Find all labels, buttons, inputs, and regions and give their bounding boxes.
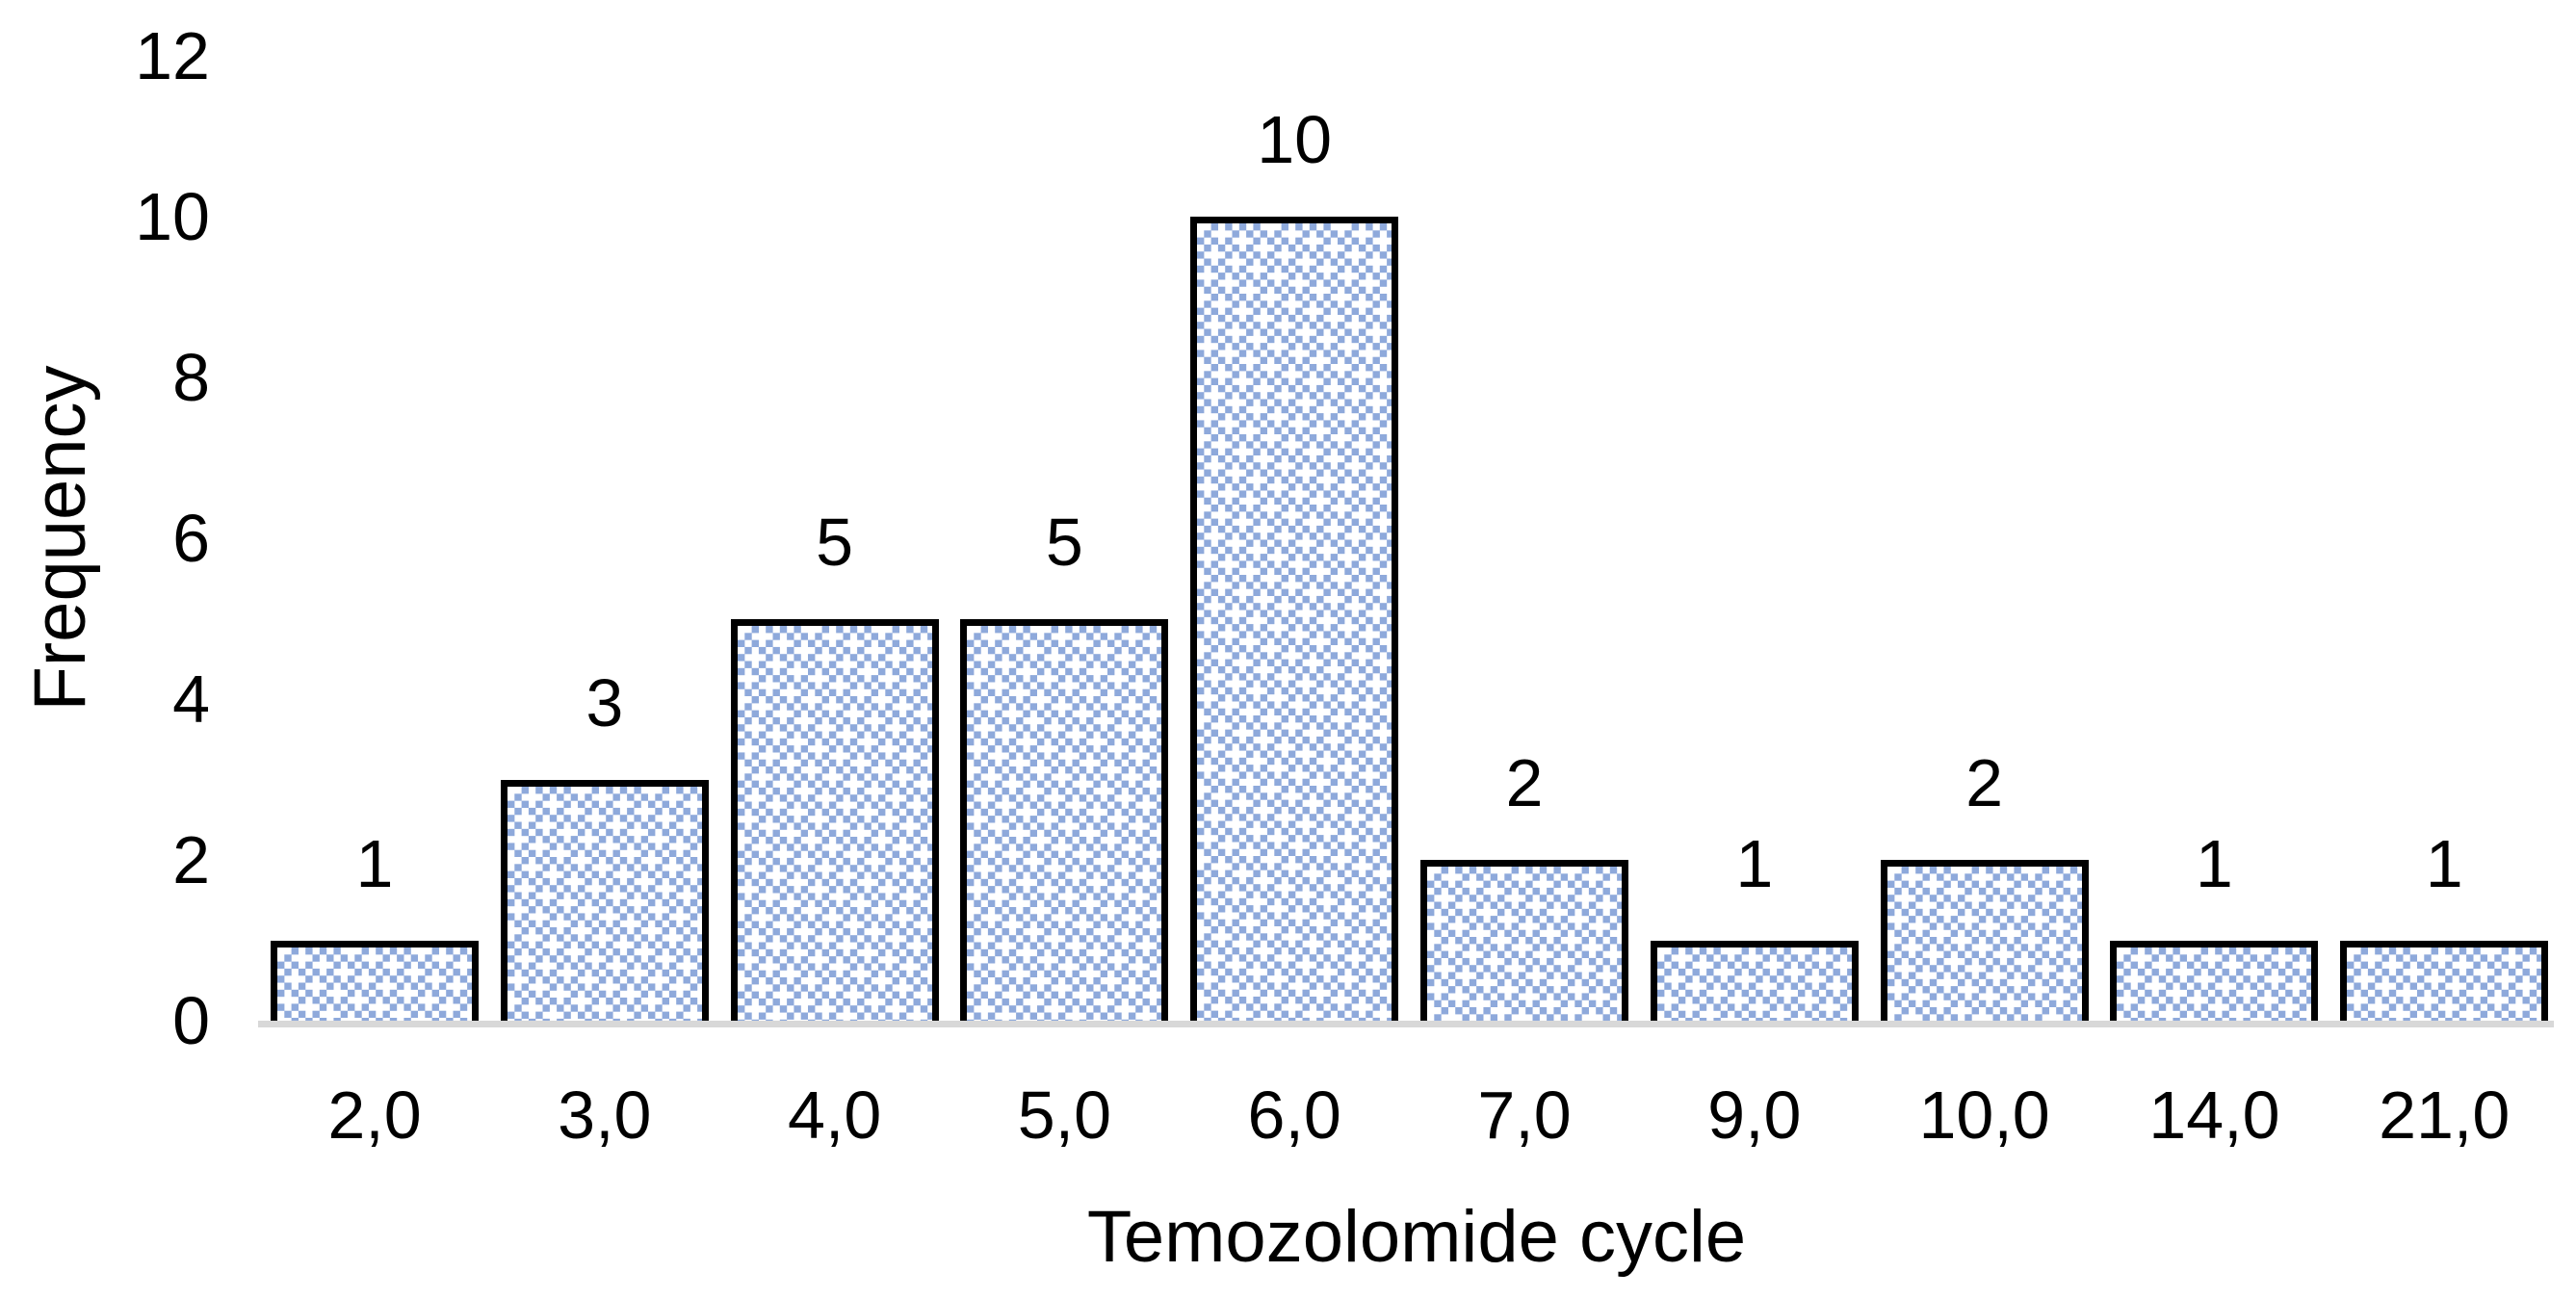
bar [271, 940, 479, 1021]
bar-pattern-fill [737, 625, 932, 1021]
bar-pattern-fill [2117, 947, 2312, 1021]
bar-value-label: 1 [2195, 825, 2233, 901]
bar-value-label: 1 [1735, 825, 1774, 901]
y-tick-label: 0 [172, 983, 210, 1058]
x-axis-line [258, 1021, 2554, 1027]
x-tick-label: 5,0 [1017, 1077, 1112, 1153]
x-tick-label: 21,0 [2379, 1077, 2511, 1153]
bar-pattern-fill [277, 947, 472, 1021]
bar-pattern-fill [507, 786, 702, 1021]
bar [960, 618, 1169, 1021]
bar [1880, 860, 2089, 1021]
y-tick-label: 12 [135, 18, 210, 93]
bar-value-label: 1 [2425, 825, 2463, 901]
y-tick-label: 6 [172, 501, 210, 576]
x-tick-label: 10,0 [1918, 1077, 2050, 1153]
x-tick-label: 4,0 [787, 1077, 882, 1153]
bar [2110, 940, 2319, 1021]
x-tick-label: 6,0 [1247, 1077, 1341, 1153]
bar-value-label: 2 [1505, 745, 1544, 820]
x-axis-title: Temozolomide cycle [1086, 1196, 1747, 1278]
bar-value-label: 5 [816, 504, 854, 580]
bar-value-label: 2 [1965, 745, 2004, 820]
x-tick-label: 7,0 [1477, 1077, 1572, 1153]
x-tick-label: 14,0 [2148, 1077, 2280, 1153]
bar [730, 618, 939, 1021]
y-tick-label: 2 [172, 822, 210, 897]
x-tick-label: 9,0 [1707, 1077, 1802, 1153]
y-tick-label: 10 [135, 179, 210, 254]
bar-value-label: 3 [585, 664, 624, 740]
x-tick-label: 3,0 [558, 1077, 652, 1153]
bar [1420, 860, 1628, 1021]
y-tick-label: 4 [172, 662, 210, 737]
bar-value-label: 5 [1045, 504, 1083, 580]
bar-value-label: 10 [1257, 102, 1333, 177]
y-tick-label: 8 [172, 340, 210, 415]
bar-value-label: 1 [355, 825, 394, 901]
bar [2340, 940, 2549, 1021]
bar-pattern-fill [967, 625, 1162, 1021]
bar [1650, 940, 1859, 1021]
bar [500, 779, 709, 1021]
bar-pattern-fill [1197, 223, 1392, 1021]
bar-pattern-fill [2347, 947, 2542, 1021]
bar [1190, 217, 1399, 1021]
bar-pattern-fill [1656, 947, 1852, 1021]
bar-pattern-fill [1427, 867, 1622, 1021]
bar-pattern-fill [1886, 867, 2082, 1021]
x-tick-label: 2,0 [327, 1077, 422, 1153]
